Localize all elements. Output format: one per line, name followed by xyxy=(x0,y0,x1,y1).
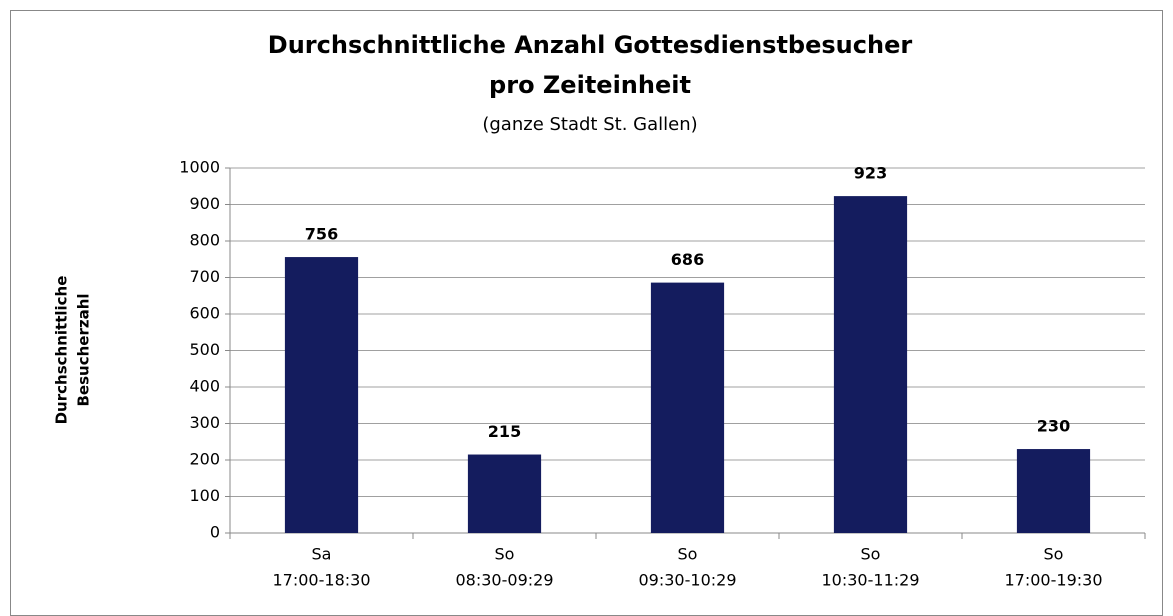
x-tick-label: 10:30-11:29 xyxy=(822,571,920,590)
bar xyxy=(1016,449,1091,533)
chart-title: pro Zeiteinheit xyxy=(489,71,691,99)
y-tick-label: 700 xyxy=(189,267,220,286)
bar xyxy=(833,196,908,534)
data-label: 923 xyxy=(854,164,887,183)
y-tick-label: 500 xyxy=(189,340,220,359)
y-tick-label: 800 xyxy=(189,231,220,250)
y-tick-label: 1000 xyxy=(179,158,220,177)
y-axis-title-line: Durchschnittliche xyxy=(53,276,71,425)
x-tick-label: So xyxy=(495,545,515,564)
x-tick-label: So xyxy=(861,545,881,564)
x-tick-label: So xyxy=(678,545,698,564)
chart-frame xyxy=(10,10,1163,616)
x-tick-label: So xyxy=(1044,545,1064,564)
y-tick-label: 600 xyxy=(189,304,220,323)
y-tick-label: 200 xyxy=(189,450,220,469)
data-label: 756 xyxy=(305,225,338,244)
y-tick-label: 900 xyxy=(189,194,220,213)
bar xyxy=(467,454,542,533)
data-label: 230 xyxy=(1037,417,1070,436)
y-tick-label: 100 xyxy=(189,486,220,505)
y-axis-title-line: Besucherzahl xyxy=(75,293,93,406)
bar xyxy=(650,282,725,533)
x-tick-label: 09:30-10:29 xyxy=(639,571,737,590)
x-tick-label: 08:30-09:29 xyxy=(456,571,554,590)
y-axis-title: Durchschnittliche Besucherzahl xyxy=(53,276,93,425)
y-tick-label: 400 xyxy=(189,377,220,396)
bar xyxy=(284,257,359,533)
chart-subtitle: (ganze Stadt St. Gallen) xyxy=(482,114,697,135)
y-tick-label: 300 xyxy=(189,413,220,432)
data-label: 215 xyxy=(488,422,521,441)
y-tick-label: 0 xyxy=(210,523,220,542)
chart-title: Durchschnittliche Anzahl Gottesdienstbes… xyxy=(268,31,913,59)
data-label: 686 xyxy=(671,250,704,269)
x-tick-label: Sa xyxy=(312,545,332,564)
x-tick-label: 17:00-18:30 xyxy=(273,571,371,590)
x-tick-label: 17:00-19:30 xyxy=(1005,571,1103,590)
